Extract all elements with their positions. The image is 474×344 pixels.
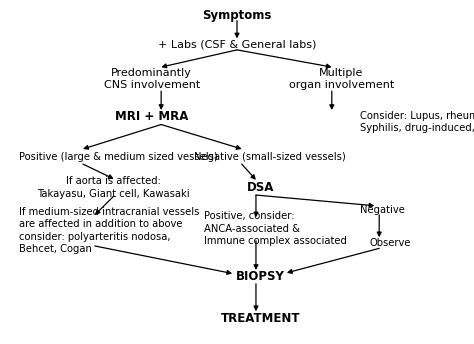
Text: Positive (large & medium sized vessels): Positive (large & medium sized vessels) bbox=[19, 151, 218, 162]
Text: Multiple
organ involvement: Multiple organ involvement bbox=[289, 68, 394, 90]
Text: TREATMENT: TREATMENT bbox=[221, 312, 301, 325]
Text: Consider: Lupus, rheumatoid, sarcoid,
Syphilis, drug-induced, cancer-related: Consider: Lupus, rheumatoid, sarcoid, Sy… bbox=[360, 111, 474, 133]
Text: If medium-sized intracranial vessels
are affected in addition to above
consider:: If medium-sized intracranial vessels are… bbox=[19, 207, 200, 254]
Text: Negative (small-sized vessels): Negative (small-sized vessels) bbox=[194, 151, 346, 162]
Text: Symptoms: Symptoms bbox=[202, 9, 272, 22]
Text: + Labs (CSF & General labs): + Labs (CSF & General labs) bbox=[158, 40, 316, 50]
Text: Positive, consider:
ANCA-associated &
Immune complex associated: Positive, consider: ANCA-associated & Im… bbox=[204, 211, 346, 246]
Text: If aorta is affected:
Takayasu, Giant cell, Kawasaki: If aorta is affected: Takayasu, Giant ce… bbox=[37, 176, 190, 199]
Text: Observe: Observe bbox=[370, 237, 411, 248]
Text: Negative: Negative bbox=[360, 205, 405, 215]
Text: BIOPSY: BIOPSY bbox=[236, 270, 285, 283]
Text: Predominantly
CNS involvement: Predominantly CNS involvement bbox=[103, 68, 200, 90]
Text: MRI + MRA: MRI + MRA bbox=[115, 110, 188, 123]
Text: DSA: DSA bbox=[247, 181, 274, 194]
